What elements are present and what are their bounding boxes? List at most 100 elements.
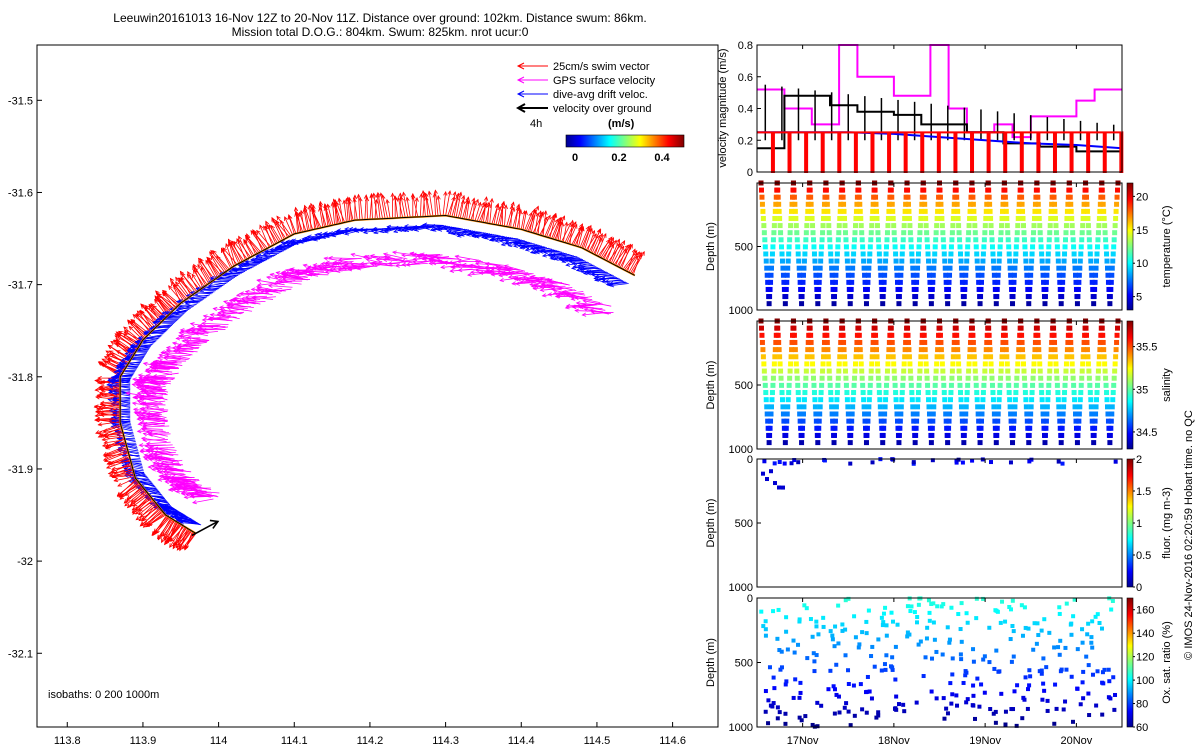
- swim-vector: [453, 192, 460, 218]
- profile-point: [961, 680, 966, 685]
- profile-point: [809, 208, 815, 214]
- profile-point: [878, 411, 884, 417]
- profile-point: [1024, 411, 1030, 417]
- profile-point: [1010, 286, 1016, 292]
- profile-point: [994, 286, 1000, 292]
- profile-point: [836, 230, 842, 236]
- profile-point: [869, 223, 875, 229]
- profile-point: [1039, 251, 1045, 257]
- gps-vector: [218, 305, 248, 310]
- profile-point: [889, 194, 895, 200]
- profile-point: [1016, 347, 1022, 353]
- profile-point: [1093, 272, 1099, 278]
- profile-point: [908, 375, 914, 381]
- profile-point: [1110, 397, 1116, 403]
- profile-point: [1030, 375, 1036, 381]
- profile-point: [970, 703, 975, 708]
- fluorescence-y-tick-label: 0: [747, 454, 753, 466]
- swim-vector: [259, 224, 270, 248]
- profile-point: [869, 696, 874, 701]
- profile-point: [971, 354, 977, 360]
- profile-point: [914, 418, 920, 424]
- profile-point: [813, 279, 819, 285]
- profile-point: [941, 696, 946, 701]
- profile-point: [1103, 244, 1109, 250]
- map-track: [119, 214, 636, 537]
- profile-point: [805, 208, 811, 214]
- profile-point: [910, 404, 916, 410]
- profile-point: [1047, 630, 1052, 635]
- profile-point: [1014, 237, 1020, 243]
- gps-vector: [499, 276, 526, 283]
- temperature-colorbar-label: temperature (°C): [1161, 205, 1173, 287]
- profile-point: [1038, 382, 1044, 388]
- profile-point: [1035, 332, 1041, 338]
- profile-point: [809, 354, 815, 360]
- gps-vector: [244, 289, 273, 295]
- profile-point: [901, 361, 907, 367]
- profile-point: [1040, 265, 1046, 271]
- drift-vector: [601, 279, 623, 284]
- gps-vector: [138, 380, 161, 385]
- profile-point: [1018, 187, 1024, 193]
- profile-point: [929, 432, 935, 438]
- profile-point: [1114, 194, 1120, 200]
- profile-point: [1038, 237, 1044, 243]
- profile-point: [802, 603, 807, 608]
- profile-point: [1111, 675, 1116, 680]
- profile-point: [935, 339, 941, 345]
- profile-point: [958, 258, 964, 264]
- profile-point: [845, 404, 851, 410]
- profile-point: [829, 272, 835, 278]
- profile-point: [805, 347, 811, 353]
- oxygen-colorbar-tick-label: 120: [1136, 652, 1154, 664]
- profile-point: [989, 237, 995, 243]
- profile-point: [977, 440, 983, 446]
- profile-point: [923, 354, 929, 360]
- profile-point: [905, 630, 910, 635]
- profile-point: [1089, 418, 1095, 424]
- gps-vector: [561, 289, 586, 296]
- profile-point: [851, 683, 856, 688]
- profile-point: [913, 294, 919, 300]
- profile-point: [802, 382, 808, 388]
- swim-vector: [433, 189, 439, 216]
- profile-point: [909, 604, 914, 609]
- profile-point: [1089, 635, 1094, 640]
- profile-point: [976, 279, 982, 285]
- profile-point: [996, 404, 1002, 410]
- profile-point: [1101, 681, 1106, 686]
- profile-point: [1040, 404, 1046, 410]
- profile-point: [821, 354, 827, 360]
- swim-vector: [294, 210, 304, 233]
- profile-point: [1105, 272, 1111, 278]
- profile-point: [833, 265, 839, 271]
- profile-point: [1036, 215, 1042, 221]
- profile-point: [1022, 382, 1028, 388]
- swim-vector: [455, 191, 463, 218]
- swim-vector: [230, 241, 245, 262]
- swim-vector: [396, 196, 404, 218]
- oxygen-y-tick-label: 500: [735, 658, 753, 670]
- profile-point: [870, 201, 876, 207]
- swim-vector: [449, 191, 457, 217]
- profile-point: [1002, 325, 1008, 331]
- salinity-colorbar-tick-label: 34.5: [1136, 427, 1157, 439]
- profile-point: [867, 251, 873, 257]
- profile-point: [821, 208, 827, 214]
- profile-point: [1102, 223, 1108, 229]
- gps-vector: [576, 304, 606, 311]
- legend-swim-vector: 25cm/s swim vector: [553, 61, 650, 73]
- profile-point: [1074, 440, 1080, 446]
- profile-point: [833, 624, 838, 629]
- profile-point: [1093, 404, 1099, 410]
- profile-point: [810, 722, 815, 727]
- profile-point: [1057, 279, 1063, 285]
- profile-point: [894, 272, 900, 278]
- profile-point: [973, 237, 979, 243]
- profile-point: [830, 637, 835, 642]
- profile-point: [969, 325, 975, 331]
- swim-vector: [184, 531, 193, 551]
- drift-vector: [482, 234, 505, 239]
